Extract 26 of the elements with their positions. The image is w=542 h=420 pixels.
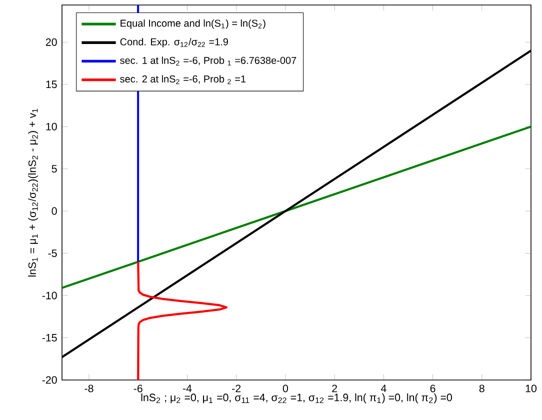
y-tick-label: 10 xyxy=(46,122,57,130)
x-tick-label: 8 xyxy=(479,384,484,392)
x-tick-label: -6 xyxy=(134,384,142,392)
legend-label: Cond. Exp. σ$_{12}$/σ$_{22}$ =1.9 xyxy=(120,38,228,48)
y-tick-label: -10 xyxy=(42,292,57,300)
x-tick-label: -2 xyxy=(232,384,241,392)
y-tick-label: 20 xyxy=(46,38,57,46)
y-tick-label: 15 xyxy=(46,80,57,88)
x-tick-label: -4 xyxy=(182,384,192,392)
x-tick-label: 6 xyxy=(430,384,436,392)
y-tick-label: -5 xyxy=(48,250,57,258)
line-series xyxy=(137,260,228,380)
y-tick-label: 0 xyxy=(52,207,57,215)
x-tick-label: 10 xyxy=(526,384,537,392)
legend-label: sec. 1 at lnS$_{2}$ =-6, Prob $_{1}$ =6.7638e-007 xyxy=(120,56,296,66)
x-tick-label: -8 xyxy=(84,384,94,392)
x-tick-label: 4 xyxy=(380,384,386,392)
x-tick-label: 2 xyxy=(332,384,337,392)
x-tick-label: 0 xyxy=(282,384,288,392)
legend-label: Equal Income and ln(S$_{1}$) = ln(S$_{2}$) xyxy=(120,19,266,29)
y-tick-label: -20 xyxy=(42,376,57,384)
text: lnS$_{2}$ ; μ$_{2}$ =0, μ$_{1}$ =0, σ$_{11}$ =4, σ$_{22}$ =1, σ$_{12}$ =1.9, ln( π$_{1}$) =0, ln( π$_{2}$) =0 xyxy=(141,393,452,404)
y-tick-label: 5 xyxy=(52,165,57,173)
legend-label: sec. 2 at lnS$_{2}$ =-6, Prob $_{2}$ =1 xyxy=(120,75,246,84)
text: lnS$_{1}$ = μ$_{1}$ + (σ$_{12}$/σ$_{22}$)(lnS$_{2}$ - μ$_{2}$) + v$_{1}$ xyxy=(28,108,38,277)
y-tick-label: -15 xyxy=(42,334,57,342)
